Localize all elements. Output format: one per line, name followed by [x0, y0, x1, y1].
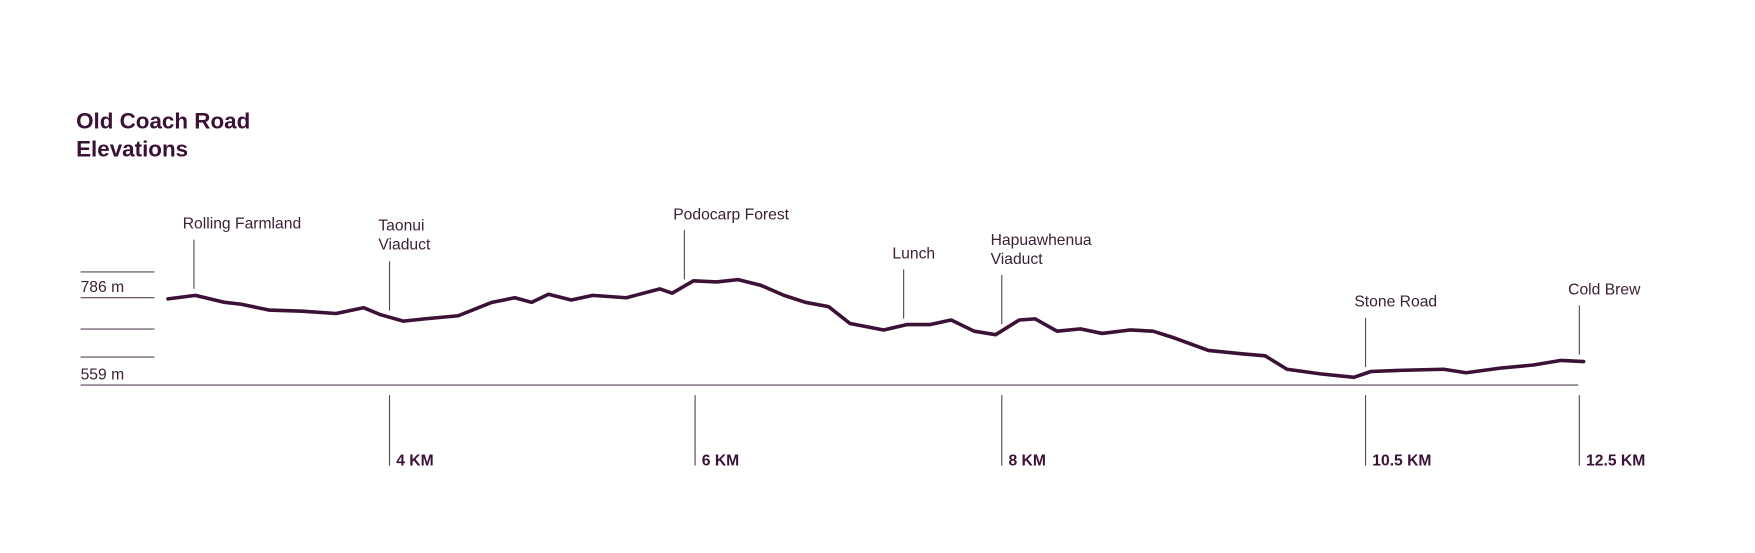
annotation-label: Hapuawhenua Viaduct: [990, 230, 1092, 268]
annotation-label: Lunch: [892, 243, 936, 262]
y-tick-label: 786 m: [80, 277, 125, 296]
x-tick-label: 4 KM: [396, 451, 434, 469]
x-tick-label: 10.5 KM: [1372, 451, 1432, 469]
annotation-label: Cold Brew: [1568, 279, 1641, 298]
x-tick-label: 6 KM: [701, 451, 740, 469]
elevation-profile: [166, 277, 1586, 380]
chart-title: Old Coach Road Elevations: [76, 109, 251, 163]
annotation-label: Rolling Farmland: [182, 213, 302, 232]
annotation-label: Taonui Viaduct: [378, 216, 431, 254]
y-tick-label: 559 m: [80, 364, 125, 383]
x-tick-label: 8 KM: [1008, 451, 1046, 469]
annotation-label: Stone Road: [1354, 292, 1438, 310]
x-tick-label: 12.5 KM: [1586, 451, 1646, 469]
annotation-label: Podocarp Forest: [673, 204, 790, 223]
